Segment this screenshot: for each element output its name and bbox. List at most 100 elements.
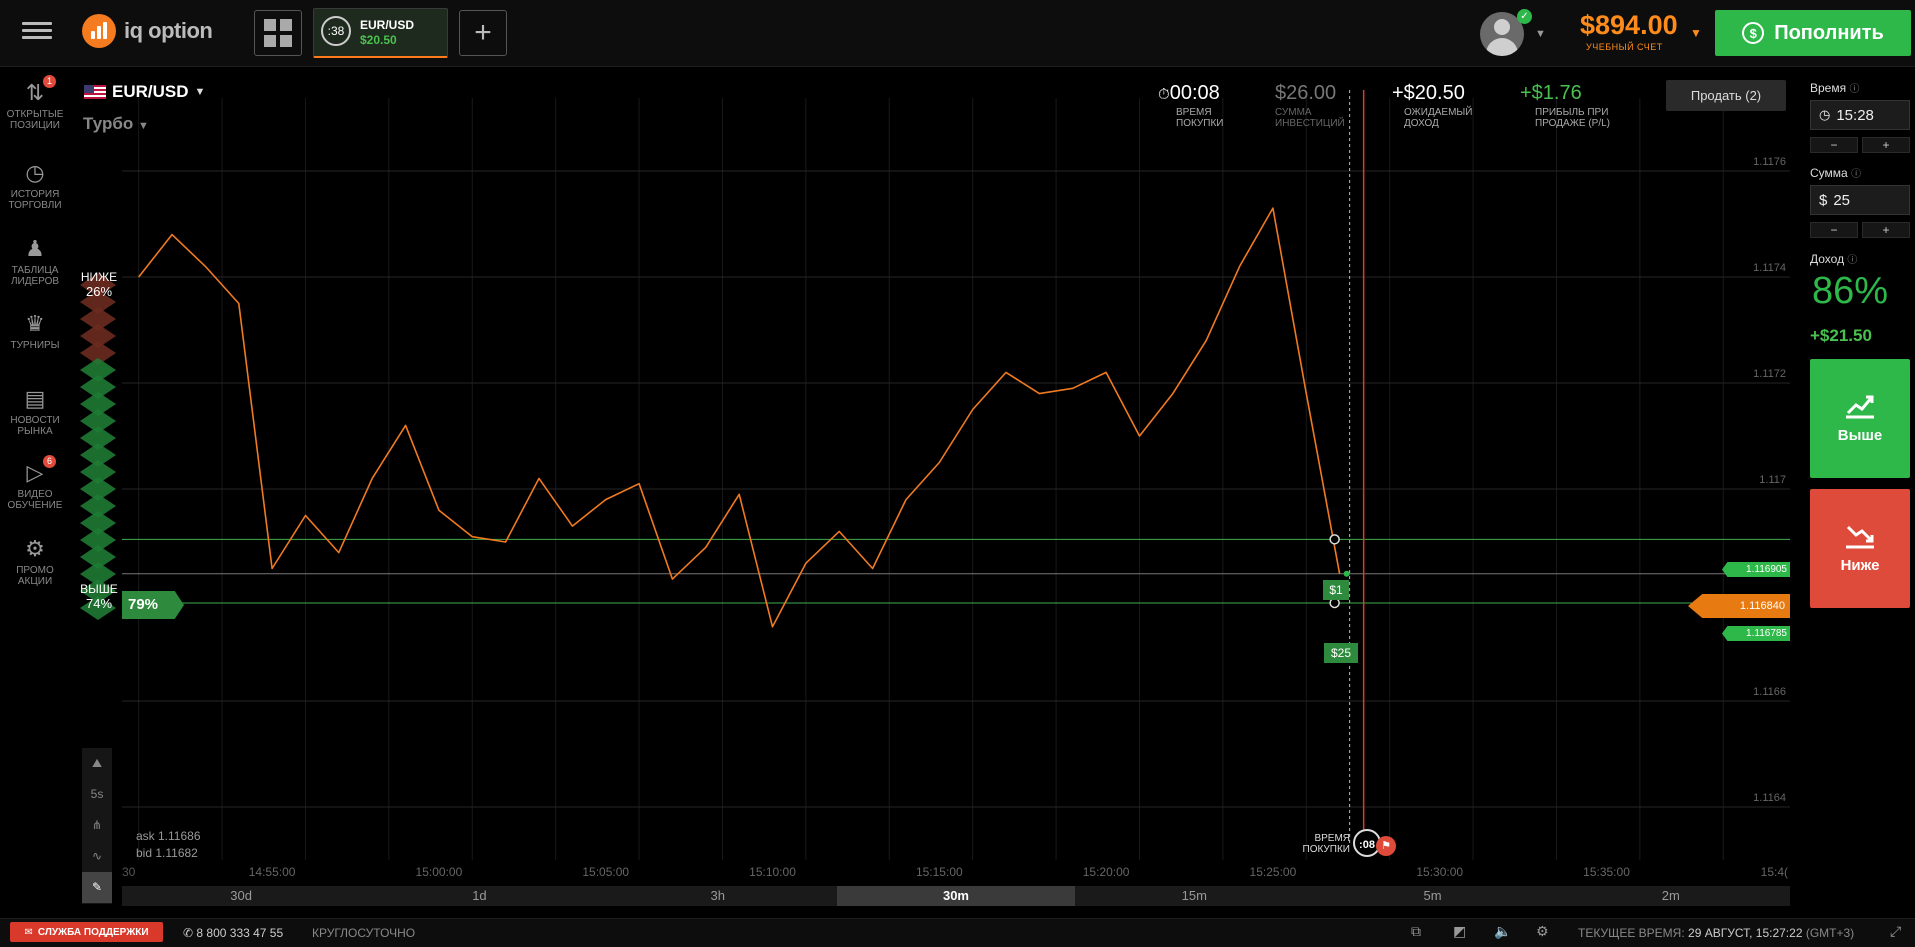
- put-lower-button[interactable]: Ниже: [1810, 489, 1910, 608]
- time-axis-label: 15:20:00: [1083, 865, 1130, 879]
- timeframe-2m[interactable]: 2m: [1661, 888, 1680, 903]
- time-axis-label: 15:25:00: [1250, 865, 1297, 879]
- expiry-time-value: 15:28: [1836, 106, 1874, 124]
- asset-tab-pair: EUR/USD: [360, 18, 415, 32]
- video-badge: 6: [43, 455, 56, 468]
- time-plus-button[interactable]: +: [1862, 137, 1910, 153]
- sentiment-chevron: [80, 562, 116, 586]
- timeframe-30d[interactable]: 30d: [230, 888, 252, 903]
- current-price-dot: [1343, 570, 1350, 577]
- price-level-label: 1.1174: [1753, 262, 1786, 274]
- timeframe-5m[interactable]: 5m: [1423, 888, 1442, 903]
- sidebar-item-tournaments[interactable]: ♛ ТУРНИРЫ: [0, 311, 70, 351]
- pair-selector[interactable]: EUR/USD ▼: [84, 82, 205, 102]
- trade-panel: Время ⓘ ◷ 15:28 − + Сумма ⓘ $25 − + Доход…: [1806, 68, 1915, 910]
- expand-icon[interactable]: ⤢: [1890, 923, 1902, 939]
- hamburger-menu-icon[interactable]: [22, 18, 52, 46]
- level-tag-upper: 1.116905: [1722, 562, 1790, 577]
- amount-plus-button[interactable]: +: [1862, 222, 1910, 238]
- timeframe-5s[interactable]: 5s: [90, 787, 104, 801]
- history-clock-icon: ◷: [25, 160, 45, 185]
- open-positions-badge: 1: [43, 75, 56, 88]
- timeframe-15m[interactable]: 15m: [1181, 888, 1207, 903]
- trophy-icon: ♛: [25, 311, 45, 336]
- mode-selector[interactable]: Турбо ▼: [83, 114, 149, 134]
- time-axis-label: 15:35:00: [1583, 865, 1630, 879]
- pencil-icon[interactable]: ✎: [82, 872, 112, 903]
- current-time-value: 29 АВГУСТ, 15:27:22: [1688, 926, 1803, 940]
- profit-label: Доход ⓘ: [1810, 252, 1858, 266]
- sidebar-item-promotions[interactable]: ⚙ ПРОМО АКЦИИ: [0, 536, 70, 587]
- clock-icon: ◷: [1819, 107, 1831, 122]
- support-button[interactable]: ✉ СЛУЖБА ПОДДЕРЖКИ: [10, 922, 163, 942]
- dollar-icon: $: [1742, 22, 1765, 44]
- sentiment-chevron: [80, 511, 116, 535]
- time-axis-label: 15:15:00: [916, 865, 963, 879]
- ask-price: ask 1.11686: [136, 829, 201, 843]
- avatar[interactable]: [1480, 12, 1524, 56]
- amount-value: 25: [1833, 191, 1851, 209]
- sentiment-chevron: [80, 392, 116, 416]
- profit-amount: +$21.50: [1810, 326, 1872, 345]
- phone-icon: ✆: [183, 926, 194, 940]
- sidebar-item-open-positions[interactable]: ⇅ 1 ОТКРЫТЫЕ ПОЗИЦИИ: [0, 75, 70, 131]
- asset-tab[interactable]: :38 EUR/USD $20.50: [313, 8, 448, 58]
- expected-label: ОЖИДАЕМЫЙ ДОХОД: [1404, 107, 1473, 129]
- sidebar-item-trade-history[interactable]: ◷ ИСТОРИЯ ТОРГОВЛИ: [0, 160, 70, 211]
- investment-value: $26.00: [1275, 82, 1337, 104]
- timeframe-3h[interactable]: 3h: [710, 888, 725, 903]
- sidebar-item-video-tutorials[interactable]: ▷ 6 ВИДЕО ОБУЧЕНИЕ: [0, 455, 70, 511]
- deal-tag-2[interactable]: $25: [1324, 643, 1358, 663]
- deal-tag-1[interactable]: $1: [1323, 580, 1349, 600]
- signal-icon[interactable]: ◩: [1453, 923, 1467, 939]
- info-icon: ⓘ: [1851, 169, 1862, 180]
- sidebar-item-leaderboard[interactable]: ♟ ТАБЛИЦА ЛИДЕРОВ: [0, 236, 70, 287]
- chevron-down-icon[interactable]: ▼: [1690, 26, 1702, 40]
- timezone: (GMT+3): [1805, 926, 1855, 940]
- deposit-label: Пополнить: [1774, 21, 1884, 44]
- sentiment-down-pct: 26%: [85, 284, 113, 299]
- sentiment-chevron: [80, 528, 116, 552]
- time-minus-button[interactable]: −: [1810, 137, 1858, 153]
- sidebar-item-market-news[interactable]: ▤ НОВОСТИ РЫНКА: [0, 386, 70, 437]
- area-chart-icon[interactable]: ⛰: [91, 756, 103, 770]
- pair-name: EUR/USD: [112, 82, 189, 101]
- sentiment-chevron: [80, 290, 116, 314]
- candles-icon[interactable]: ⋔: [91, 818, 103, 832]
- settings-gear-icon[interactable]: ⚙: [1536, 923, 1549, 939]
- grid-layout-icon[interactable]: [254, 10, 302, 56]
- price-level-label: 1.1172: [1753, 368, 1786, 380]
- add-asset-button[interactable]: +: [459, 10, 507, 56]
- amount-minus-button[interactable]: −: [1810, 222, 1858, 238]
- timeframe-30m[interactable]: 30m: [836, 886, 1076, 906]
- sell-button[interactable]: Продать (2): [1666, 80, 1786, 111]
- fullscreen-window-icon[interactable]: ⧉: [1411, 923, 1421, 939]
- sentiment-up-label: ВЫШЕ: [80, 582, 118, 596]
- investment-label: СУММА ИНВЕСТИЦИЙ: [1275, 107, 1345, 129]
- sentiment-chevron: [80, 426, 116, 450]
- sentiment-up-pct: 74%: [85, 596, 113, 611]
- call-higher-button[interactable]: Выше: [1810, 359, 1910, 478]
- sentiment-down-label: НИЖЕ: [80, 270, 118, 284]
- sidebar-item-label: НОВОСТИ РЫНКА: [10, 415, 60, 437]
- timeframe-1d[interactable]: 1d: [472, 888, 487, 903]
- phone-number: 8 800 333 47 55: [196, 926, 284, 940]
- bid-price: bid 1.11682: [136, 846, 198, 860]
- sentiment-chevron: [80, 443, 116, 467]
- account-balance[interactable]: $894.00: [1580, 10, 1678, 40]
- chevron-down-icon: ▼: [194, 86, 206, 98]
- news-icon: ▤: [24, 386, 46, 411]
- time-axis-label: 15:10:00: [749, 865, 796, 879]
- amount-label: Сумма ⓘ: [1810, 166, 1862, 180]
- expiry-time-input[interactable]: ◷ 15:28: [1810, 100, 1910, 130]
- price-level-label: 1.117: [1759, 474, 1786, 486]
- amount-input[interactable]: $25: [1810, 185, 1910, 215]
- deposit-button[interactable]: $ Пополнить: [1715, 10, 1911, 56]
- expiry-flag-icon: ⚑: [1376, 836, 1396, 856]
- deal-point-icon: [1329, 534, 1340, 545]
- chevron-down-icon[interactable]: ▼: [1535, 28, 1546, 40]
- indicators-icon[interactable]: ∿: [91, 849, 103, 863]
- sentiment-chevron: [80, 324, 116, 348]
- volume-icon[interactable]: 🔈: [1494, 923, 1512, 939]
